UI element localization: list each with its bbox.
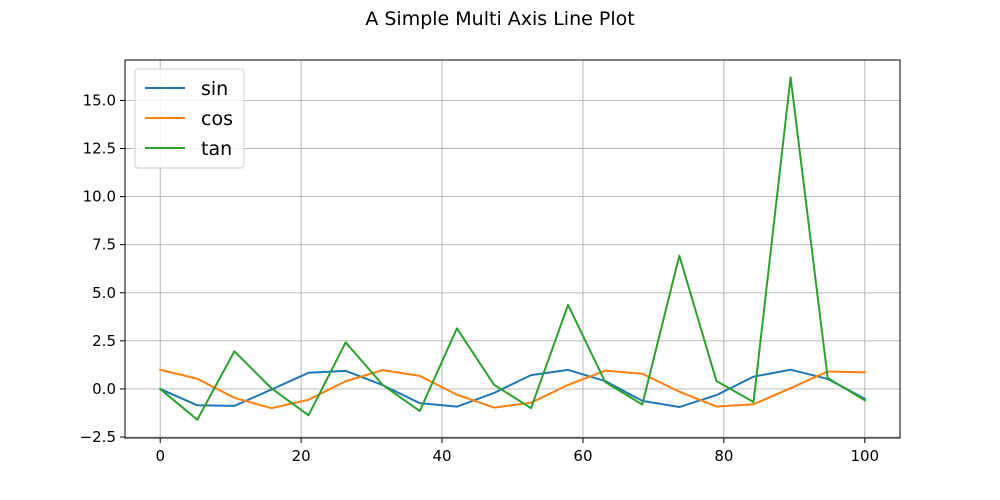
legend-label-tan: tan — [201, 138, 232, 160]
legend-label-sin: sin — [201, 78, 228, 100]
legend-label-cos: cos — [201, 108, 233, 130]
y-tick-label: 10.0 — [83, 188, 116, 206]
x-tick-label: 60 — [573, 447, 592, 465]
chart-title: A Simple Multi Axis Line Plot — [365, 8, 634, 30]
series-group — [158, 76, 867, 421]
x-tick-label: 0 — [155, 447, 165, 465]
x-tick-label: 20 — [292, 447, 311, 465]
series-line-sin — [158, 368, 867, 409]
y-tick-label: 15.0 — [83, 91, 116, 109]
series-line-cos — [159, 368, 866, 410]
y-tick-label: 2.5 — [92, 332, 116, 350]
ticks: 0 20 40 60 80 100 −2.5 0.0 2.5 5.0 7.5 10.0 12.5 15.0 — [80, 91, 880, 465]
y-tick-label: 5.0 — [92, 284, 116, 302]
x-tick-label: 80 — [714, 447, 733, 465]
x-tick-label: 40 — [432, 447, 451, 465]
x-tick-label: 100 — [850, 447, 879, 465]
series-line-tan — [158, 76, 867, 421]
plot-frame — [124, 59, 901, 439]
y-tick-label: 7.5 — [92, 236, 116, 254]
legend-box — [134, 68, 245, 169]
y-tick-label: 12.5 — [83, 139, 116, 157]
legend: sin cos tan — [134, 68, 245, 169]
y-tick-label: 0.0 — [92, 380, 116, 398]
grid — [125, 60, 900, 438]
y-tick-label: −2.5 — [80, 428, 116, 446]
